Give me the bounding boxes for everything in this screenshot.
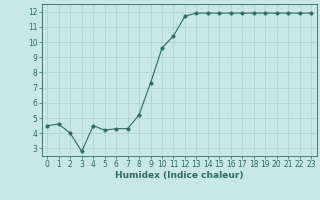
- X-axis label: Humidex (Indice chaleur): Humidex (Indice chaleur): [115, 171, 244, 180]
